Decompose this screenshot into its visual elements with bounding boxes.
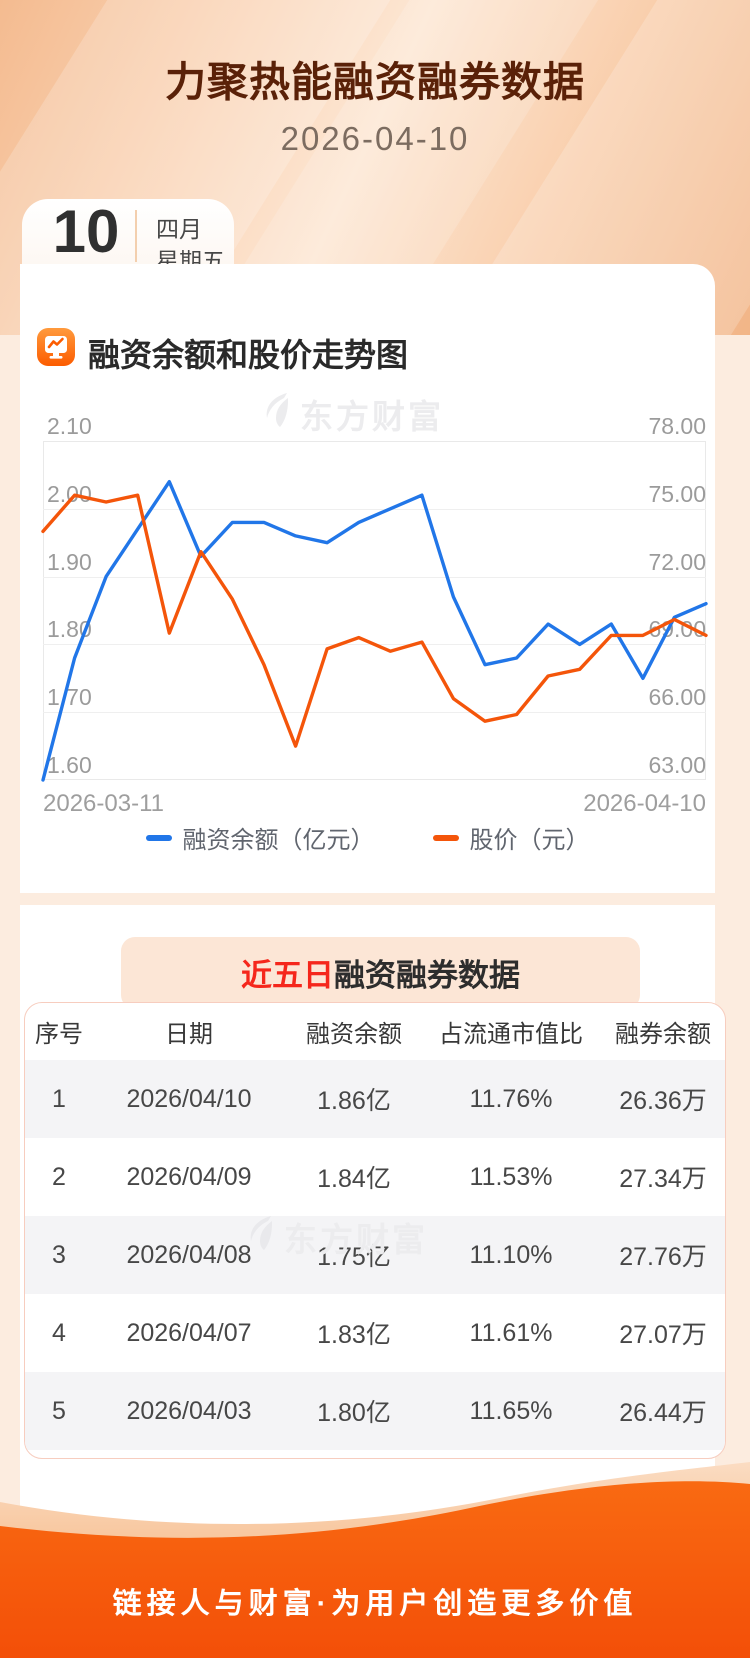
table-cell: 11.61% — [469, 1318, 553, 1347]
table-cell: 27.07万 — [619, 1321, 707, 1349]
table-cell: 11.65% — [469, 1396, 553, 1425]
legend-item: 股价（元） — [432, 820, 590, 855]
table-cell: 1.75亿 — [317, 1243, 391, 1271]
brand-flame-icon — [260, 392, 294, 436]
right-axis-tick: 72.00 — [648, 548, 706, 575]
footer-wave-shape — [0, 1462, 750, 1658]
legend-item: 融资余额（亿元） — [145, 820, 375, 855]
table-cell: 2026/04/10 — [126, 1084, 252, 1113]
table-cell: 26.44万 — [619, 1399, 707, 1427]
table-header-cell: 融资余额 — [306, 1021, 402, 1048]
table-cell: 5 — [52, 1396, 66, 1425]
watermark-brand: 东方财富 — [244, 1213, 428, 1261]
table-cell: 2026/04/03 — [126, 1396, 252, 1425]
left-axis-tick: 1.70 — [47, 684, 92, 711]
calendar-month: 四月 — [156, 216, 202, 242]
chart-legend: 融资余额（亿元） 股价（元） — [20, 820, 715, 855]
table-cell: 26.36万 — [619, 1087, 707, 1115]
table-cell: 2 — [52, 1162, 66, 1191]
x-axis-start-label: 2026-03-11 — [43, 790, 164, 817]
calendar-day: 10 — [52, 198, 120, 265]
table-cell: 2026/04/08 — [126, 1240, 252, 1269]
chart-card: 融资余额和股价走势图 东方财富 2.10 2.00 1.90 1.80 1.70 1.60… — [20, 264, 715, 893]
left-axis-tick: 1.90 — [47, 548, 92, 575]
right-axis-tick: 78.00 — [648, 413, 706, 439]
chart-series-lines — [41, 480, 708, 782]
right-axis-tick: 75.00 — [648, 480, 706, 507]
left-axis-tick: 1.60 — [47, 752, 92, 778]
page-date: 2026-04-10 — [280, 120, 470, 157]
series-line-stock-price — [41, 493, 708, 748]
table-row: 2 2026/04/09 1.84亿 11.53% 27.34万 — [25, 1138, 725, 1216]
chart-section-title: 融资余额和股价走势图 — [88, 337, 409, 373]
table-cell: 1.80亿 — [317, 1399, 391, 1427]
table-cell: 11.76% — [469, 1084, 553, 1113]
gridline — [43, 508, 706, 510]
table-row: 5 2026/04/03 1.80亿 11.65% 26.44万 — [25, 1372, 725, 1450]
table-header-cell: 序号 — [35, 1021, 83, 1048]
table-cell: 27.34万 — [619, 1165, 707, 1193]
table-cell: 11.53% — [469, 1162, 553, 1191]
table-row: 4 2026/04/07 1.83亿 11.61% 27.07万 — [25, 1294, 725, 1372]
legend-dash-icon — [145, 834, 172, 841]
brand-flame-icon — [244, 1215, 278, 1259]
chart-plot-area — [43, 441, 706, 780]
table-cell: 1 — [52, 1084, 66, 1113]
table-cell: 1.83亿 — [317, 1321, 391, 1349]
left-axis-tick: 2.10 — [47, 413, 92, 439]
gridline — [43, 712, 706, 714]
table-cell: 4 — [52, 1318, 66, 1347]
watermark-text: 东方财富 — [284, 1221, 428, 1258]
watermark-text: 东方财富 — [300, 398, 444, 435]
table-cell: 2026/04/07 — [126, 1318, 252, 1347]
right-axis-tick: 63.00 — [648, 752, 706, 778]
gridline — [43, 576, 706, 578]
calendar-divider — [135, 210, 137, 262]
table-header-cell: 融券余额 — [615, 1021, 711, 1048]
page-title: 力聚热能融资融券数据 — [165, 59, 585, 105]
data-table: 序号 日期 融资余额 占流通市值比 融券余额 1 2026/04/10 1.86亿 11.76%… — [24, 1002, 726, 1459]
legend-dash-icon — [432, 834, 459, 841]
legend-label: 融资余额（亿元） — [182, 827, 375, 854]
table-cell: 2026/04/09 — [126, 1162, 252, 1191]
table-cell: 11.10% — [469, 1240, 553, 1269]
table-cell: 1.84亿 — [317, 1165, 391, 1193]
table-header-cell: 占流通市值比 — [439, 1021, 583, 1048]
table-title-highlight: 近五日 — [241, 958, 334, 993]
footer-slogan: 链接人与财富·为用户创造更多价值 — [112, 1588, 638, 1620]
table-cell: 1.86亿 — [317, 1087, 391, 1115]
right-axis-tick: 66.00 — [648, 684, 706, 711]
table-title-badge: 近五日融资融券数据 — [121, 937, 640, 1009]
table-row: 3 2026/04/08 1.75亿 11.10% 27.76万 — [25, 1216, 725, 1294]
series-line-margin-balance — [41, 480, 708, 782]
chart-monitor-icon — [37, 328, 75, 366]
footer: 链接人与财富·为用户创造更多价值 — [0, 1440, 750, 1658]
table-row: 1 2026/04/10 1.86亿 11.76% 26.36万 — [25, 1060, 725, 1138]
legend-label: 股价（元） — [469, 827, 590, 854]
x-axis-end-label: 2026-04-10 — [583, 790, 706, 817]
watermark-brand: 东方财富 — [260, 390, 444, 438]
table-header-cell: 日期 — [165, 1021, 213, 1048]
table-cell: 27.76万 — [619, 1243, 707, 1271]
table-header-row: 序号 日期 融资余额 占流通市值比 融券余额 — [25, 1003, 725, 1060]
table-title-rest: 融资融券数据 — [334, 958, 520, 993]
calendar-card: 10 四月 星期五 — [22, 198, 234, 274]
table-cell: 3 — [52, 1240, 66, 1269]
